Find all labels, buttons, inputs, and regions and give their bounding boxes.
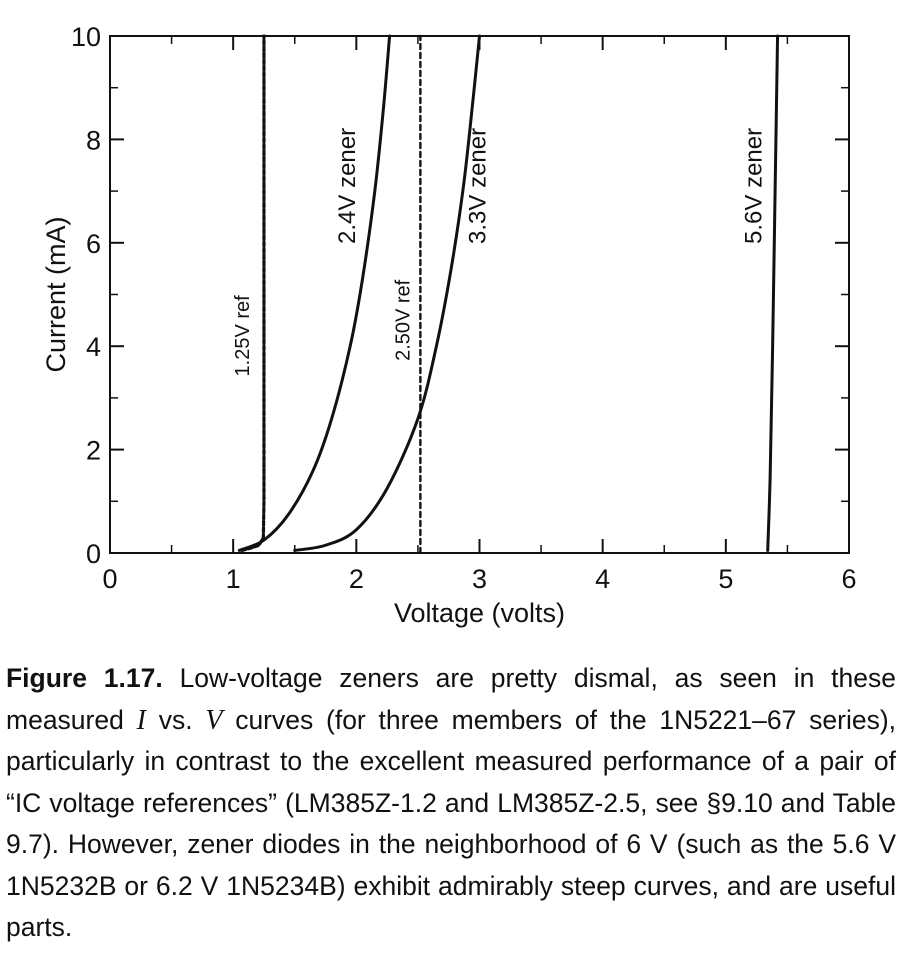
y-tick-label: 6	[86, 229, 101, 259]
x-tick-label: 6	[841, 564, 856, 594]
x-tick-label: 5	[718, 564, 733, 594]
caption-text-part-2: curves (for three members of the 1N5221–…	[6, 704, 897, 943]
x-axis-label: Voltage (volts)	[394, 598, 565, 628]
curve-3-3v-zener	[293, 34, 481, 552]
variable-current: I	[136, 704, 146, 736]
figure-number: Figure 1.17.	[6, 663, 163, 693]
y-tick-label: 10	[71, 22, 101, 52]
iv-chart: 0 1 2 3 4 5 6 0 2 4 6 8 10 Voltage (volts) Current (mA…	[41, 22, 857, 628]
curve-1-25v-ref	[240, 34, 266, 553]
curve-label-3-3v-zener: 3.3V zener	[465, 128, 492, 244]
x-tick-label: 4	[595, 564, 610, 594]
y-tick-label: 2	[86, 436, 101, 466]
x-tick-label: 3	[472, 564, 487, 594]
x-tick-label: 1	[226, 564, 241, 594]
curve-5-6v-zener	[766, 34, 780, 552]
x-tick-label: 0	[102, 564, 117, 594]
y-axis-label: Current (mA)	[41, 216, 71, 372]
variable-voltage: V	[205, 704, 223, 736]
y-tick-label: 8	[86, 125, 101, 155]
x-tick-label: 2	[349, 564, 364, 594]
plot-frame	[109, 35, 850, 554]
curve-label-2-4v-zener: 2.4V zener	[334, 128, 361, 244]
figure-caption: Figure 1.17. Low-voltage zeners are pret…	[6, 658, 896, 949]
curve-label-5-6v-zener: 5.6V zener	[741, 128, 768, 244]
y-tick-label: 4	[86, 332, 101, 362]
curve-2-4v-zener	[237, 34, 392, 552]
curve-label-1-25v-ref: 1.25V ref	[232, 295, 254, 377]
y-tick-label: 0	[86, 539, 101, 569]
caption-text-vs: vs.	[145, 704, 206, 735]
caption-text-part-1: Low-voltage zeners are pretty dismal, as…	[6, 663, 896, 735]
curve-label-2-50v-ref: 2.50V ref	[392, 279, 414, 361]
